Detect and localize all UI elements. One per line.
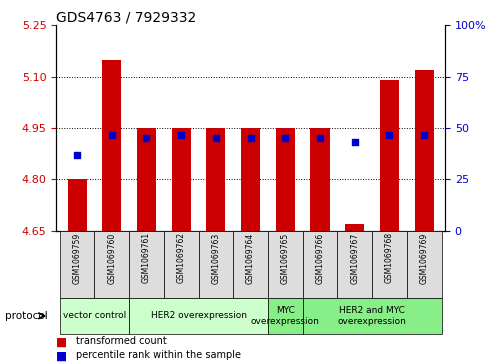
Bar	[137, 128, 156, 231]
Text: transformed count: transformed count	[76, 336, 166, 346]
Text: ■: ■	[56, 336, 67, 349]
Bar	[345, 224, 364, 231]
Point	[350, 139, 358, 144]
Bar	[206, 128, 225, 231]
Point	[246, 135, 254, 141]
Text: HER2 overexpression: HER2 overexpression	[150, 311, 246, 320]
Bar	[379, 80, 398, 231]
Point	[177, 132, 185, 138]
Text: GSM1069765: GSM1069765	[280, 232, 289, 284]
Point	[281, 135, 288, 141]
Text: vector control: vector control	[62, 311, 126, 320]
Bar	[275, 128, 294, 231]
Bar	[414, 70, 433, 231]
Text: GSM1069763: GSM1069763	[211, 232, 220, 284]
Text: GSM1069766: GSM1069766	[315, 232, 324, 284]
Bar	[171, 128, 190, 231]
Text: GDS4763 / 7929332: GDS4763 / 7929332	[56, 10, 196, 24]
Point	[73, 152, 81, 158]
Text: GSM1069767: GSM1069767	[349, 232, 359, 284]
Point	[419, 132, 427, 138]
Text: GSM1069761: GSM1069761	[142, 232, 151, 284]
Bar	[241, 128, 260, 231]
Point	[142, 135, 150, 141]
Text: GSM1069760: GSM1069760	[107, 232, 116, 284]
Point	[212, 135, 220, 141]
Text: GSM1069764: GSM1069764	[245, 232, 255, 284]
Text: protocol: protocol	[5, 311, 47, 321]
Text: ■: ■	[56, 350, 67, 363]
Text: MYC
overexpression: MYC overexpression	[250, 306, 319, 326]
Text: GSM1069768: GSM1069768	[384, 232, 393, 284]
Point	[315, 135, 323, 141]
Bar	[310, 128, 329, 231]
Bar	[67, 179, 86, 231]
Text: HER2 and MYC
overexpression: HER2 and MYC overexpression	[337, 306, 406, 326]
Text: GSM1069769: GSM1069769	[419, 232, 428, 284]
Bar	[102, 60, 121, 231]
Point	[385, 132, 392, 138]
Text: GSM1069759: GSM1069759	[72, 232, 81, 284]
Text: GSM1069762: GSM1069762	[176, 232, 185, 284]
Text: percentile rank within the sample: percentile rank within the sample	[76, 350, 240, 360]
Point	[108, 132, 116, 138]
